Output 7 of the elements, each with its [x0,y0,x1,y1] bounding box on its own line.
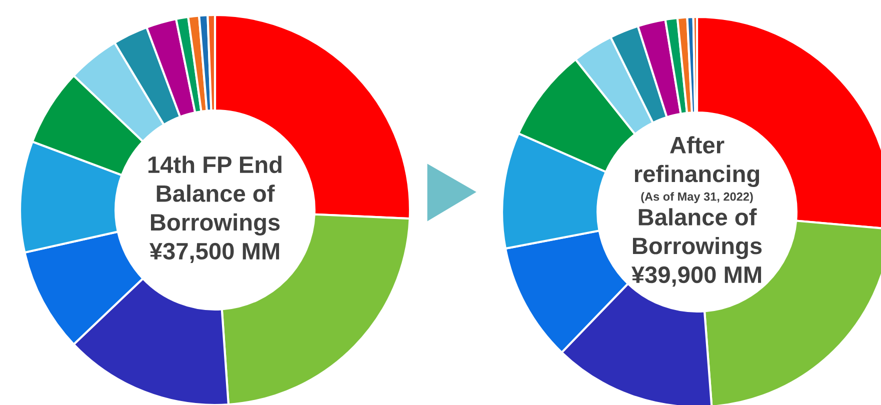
text: ¥39,900 MM [631,266,762,287]
text: 14th FP End [148,156,282,174]
text: Balance of Borrowings [150,184,280,236]
text: (As of May 31, 2022) [641,192,753,204]
text: After refinancing [634,136,760,188]
text: ¥37,500 MM [149,242,280,263]
text: Balance of Borrowings [632,208,762,260]
